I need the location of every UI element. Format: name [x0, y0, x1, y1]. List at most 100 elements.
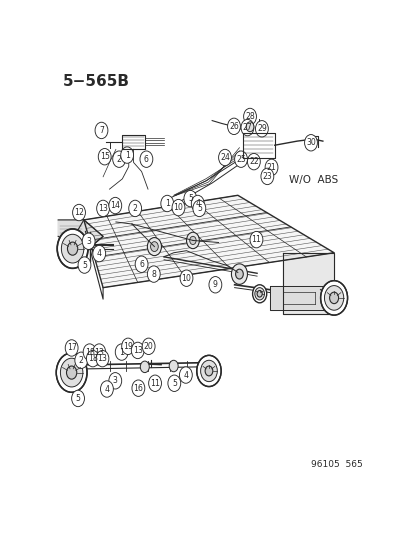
- Circle shape: [115, 344, 128, 360]
- Circle shape: [169, 360, 178, 372]
- Polygon shape: [83, 195, 333, 288]
- Circle shape: [180, 270, 192, 286]
- Text: 8: 8: [151, 270, 156, 279]
- Circle shape: [189, 236, 196, 245]
- Text: 27: 27: [242, 123, 252, 132]
- Circle shape: [148, 375, 161, 391]
- Text: 10: 10: [173, 203, 183, 212]
- Circle shape: [147, 266, 160, 282]
- Circle shape: [132, 380, 145, 397]
- Circle shape: [98, 149, 111, 165]
- Circle shape: [191, 195, 204, 212]
- Circle shape: [71, 390, 84, 407]
- Circle shape: [140, 361, 149, 373]
- Circle shape: [160, 195, 173, 212]
- Text: 2: 2: [78, 356, 83, 365]
- Text: 19: 19: [123, 342, 133, 351]
- Circle shape: [243, 108, 256, 125]
- Circle shape: [249, 231, 262, 248]
- Circle shape: [227, 118, 240, 134]
- Text: 28: 28: [244, 112, 254, 121]
- Circle shape: [252, 285, 266, 303]
- Circle shape: [96, 350, 109, 367]
- Circle shape: [254, 288, 264, 300]
- Text: 5: 5: [171, 379, 176, 388]
- Circle shape: [140, 151, 152, 167]
- Text: 14: 14: [110, 201, 120, 210]
- Circle shape: [150, 241, 158, 252]
- Circle shape: [196, 356, 221, 386]
- Text: 20: 20: [143, 342, 153, 351]
- Text: 18: 18: [88, 354, 97, 363]
- Circle shape: [260, 168, 273, 184]
- Circle shape: [204, 366, 212, 376]
- Circle shape: [60, 358, 83, 387]
- Circle shape: [96, 200, 109, 216]
- Circle shape: [324, 286, 343, 310]
- Circle shape: [82, 233, 95, 249]
- Circle shape: [61, 235, 83, 263]
- Text: 4: 4: [97, 249, 102, 258]
- Circle shape: [200, 360, 217, 382]
- Text: 10: 10: [181, 273, 191, 282]
- Circle shape: [128, 200, 141, 216]
- Circle shape: [329, 292, 338, 304]
- Circle shape: [192, 200, 205, 216]
- Circle shape: [231, 264, 247, 284]
- Circle shape: [78, 257, 91, 273]
- Circle shape: [93, 245, 105, 262]
- Circle shape: [57, 229, 88, 268]
- Text: 16: 16: [133, 384, 143, 393]
- Circle shape: [186, 232, 199, 248]
- Circle shape: [247, 154, 260, 170]
- Text: 4: 4: [195, 199, 200, 208]
- Circle shape: [209, 277, 221, 293]
- Circle shape: [147, 238, 161, 256]
- Text: 26: 26: [228, 122, 238, 131]
- Circle shape: [100, 381, 113, 397]
- Text: 1: 1: [124, 150, 129, 159]
- Text: 21: 21: [266, 163, 276, 172]
- Circle shape: [109, 373, 121, 389]
- Circle shape: [121, 147, 133, 163]
- Text: 1: 1: [119, 348, 124, 357]
- Text: 25: 25: [235, 155, 245, 164]
- Text: 2: 2: [133, 204, 137, 213]
- Circle shape: [83, 344, 96, 360]
- Circle shape: [142, 338, 155, 354]
- Circle shape: [67, 242, 78, 255]
- Text: 1: 1: [164, 199, 169, 208]
- Circle shape: [66, 366, 76, 379]
- Text: 17: 17: [66, 343, 76, 352]
- Text: 30: 30: [305, 138, 315, 147]
- Circle shape: [179, 367, 192, 383]
- Circle shape: [135, 256, 148, 272]
- Polygon shape: [58, 220, 103, 253]
- Circle shape: [264, 159, 277, 175]
- Text: 11: 11: [251, 235, 261, 244]
- Circle shape: [109, 197, 121, 214]
- Circle shape: [246, 122, 253, 132]
- Text: 5: 5: [197, 204, 201, 213]
- Text: 5−565B: 5−565B: [63, 74, 130, 89]
- Circle shape: [86, 350, 99, 367]
- Text: 13: 13: [133, 346, 142, 355]
- Circle shape: [65, 340, 78, 356]
- Text: 13: 13: [98, 204, 108, 213]
- Circle shape: [240, 119, 253, 136]
- Polygon shape: [269, 286, 327, 310]
- Circle shape: [168, 375, 180, 391]
- Circle shape: [112, 151, 125, 167]
- Circle shape: [75, 352, 88, 368]
- Circle shape: [121, 338, 134, 354]
- Circle shape: [256, 290, 261, 297]
- Text: 29: 29: [256, 124, 266, 133]
- Circle shape: [172, 199, 185, 216]
- Text: 13: 13: [94, 348, 104, 357]
- Circle shape: [56, 353, 87, 392]
- Text: 4: 4: [183, 370, 188, 379]
- Text: 9: 9: [212, 280, 217, 289]
- Text: 22: 22: [248, 157, 258, 166]
- Text: 23: 23: [262, 172, 272, 181]
- Circle shape: [320, 281, 347, 315]
